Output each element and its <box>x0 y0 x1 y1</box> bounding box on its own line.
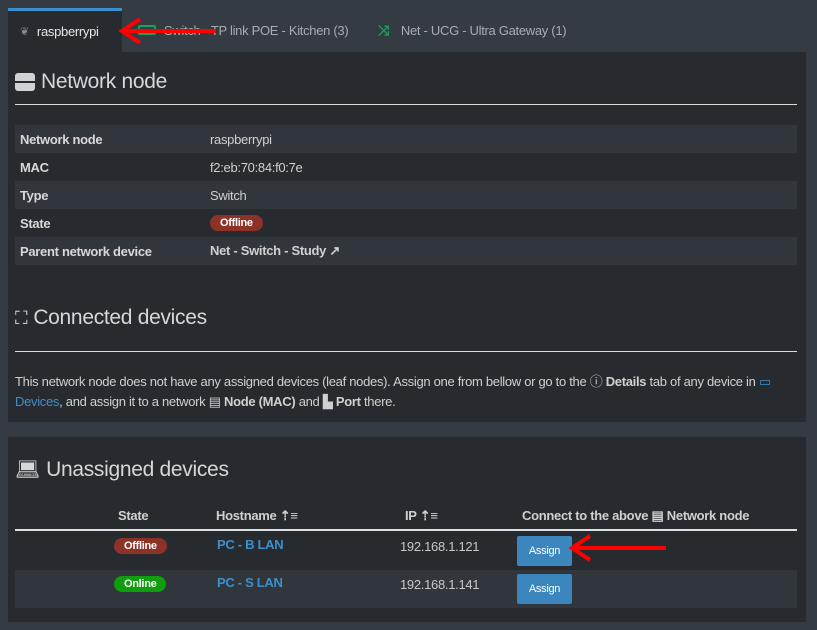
table-row: Offline PC - B LAN 192.168.1.121 Assign <box>15 532 797 570</box>
label: Network node <box>20 131 103 147</box>
label: Type <box>20 187 49 203</box>
link-text: Net - Switch - Study <box>210 243 327 258</box>
node-details-table: Network node raspberrypi MAC f2:eb:70:84:f… <box>15 125 797 265</box>
tab-raspberrypi[interactable]: ❦ raspberrypi <box>8 8 122 52</box>
ethernet-icon: ▙ <box>322 394 333 409</box>
unassigned-devices-panel: 💻︎ Unassigned devices State Hostname ⇡≡ I… <box>8 437 806 622</box>
tab-label: raspberrypi <box>36 24 99 39</box>
status-badge: Online <box>114 576 167 592</box>
switch-icon <box>138 25 156 35</box>
text: This network node does not have any assi… <box>15 374 590 389</box>
column-ip[interactable]: IP ⇡≡ <box>405 508 438 524</box>
divider <box>15 104 797 105</box>
status-badge: Offline <box>210 215 263 231</box>
label: MAC <box>20 159 49 175</box>
label: Parent network device <box>20 243 152 259</box>
header-label: IP <box>405 508 417 523</box>
network-node-panel: Network node Network node raspberrypi MAC… <box>8 52 806 422</box>
assign-button[interactable]: Assign <box>517 574 572 604</box>
header-label: Network node <box>666 508 750 523</box>
column-connect: Connect to the above ▤ Network node <box>522 508 749 524</box>
tab-bar: ❦ raspberrypi Switch - TP link POE - Kit… <box>0 0 817 52</box>
sort-icon: ⇡≡ <box>279 508 298 523</box>
server-icon <box>15 73 35 91</box>
status-badge: Offline <box>114 538 167 554</box>
column-hostname[interactable]: Hostname ⇡≡ <box>216 508 298 524</box>
tab-label: Net - UCG - Ultra Gateway (1) <box>400 22 567 38</box>
section-title: Network node <box>41 70 167 93</box>
text: there. <box>360 394 396 409</box>
raspberry-icon: ❦ <box>20 26 29 38</box>
table-row: MAC f2:eb:70:84:f0:7e <box>15 153 797 181</box>
port-label: Port <box>335 394 361 409</box>
header-label: Hostname <box>216 508 277 523</box>
mac-value: f2:eb:70:84:f0:7e <box>210 159 303 175</box>
tab-switch-kitchen[interactable]: Switch - TP link POE - Kitchen (3) <box>138 8 349 52</box>
info-icon: ⓘ <box>589 374 603 389</box>
server-icon: ▤ <box>651 508 664 523</box>
details-label: Details <box>605 374 647 389</box>
table-row: State Offline <box>15 209 797 237</box>
parent-device-link[interactable]: Net - Switch - Study ↗ <box>210 243 340 259</box>
text: and <box>295 394 323 409</box>
column-state[interactable]: State <box>118 508 149 523</box>
laptop-icon: ▭ <box>758 374 771 389</box>
server-icon: ▤ <box>208 394 221 409</box>
text: tab of any device in <box>646 374 759 389</box>
link-text: Devices <box>15 394 60 409</box>
assign-button[interactable]: Assign <box>517 536 572 566</box>
node-name-link[interactable]: raspberrypi <box>210 131 272 147</box>
label: State <box>20 215 51 231</box>
header-label: Connect to the above <box>522 508 649 523</box>
external-link-icon: ↗ <box>329 243 340 258</box>
ip-value: 192.168.1.141 <box>400 577 480 592</box>
section-title: Unassigned devices <box>46 457 229 481</box>
unassigned-devices-heading: 💻︎ Unassigned devices <box>15 457 229 482</box>
hostname-link[interactable]: PC - B LAN <box>217 537 284 552</box>
connected-devices-heading: ⛶ Connected devices <box>15 306 207 330</box>
tab-label: Switch - TP link POE - Kitchen (3) <box>164 22 349 38</box>
laptop-icon: 💻︎ <box>15 459 41 481</box>
table-row: Parent network device Net - Switch - Stud… <box>15 237 797 265</box>
text: , and assign it to a network <box>59 394 209 409</box>
divider <box>15 351 797 352</box>
network-node-heading: Network node <box>15 70 167 94</box>
shuffle-icon: ⤨ <box>378 21 389 38</box>
connected-devices-message: This network node does not have any assi… <box>15 372 800 412</box>
devices-link[interactable]: ▭ Devices <box>15 374 771 409</box>
hostname-link[interactable]: PC - S LAN <box>217 575 283 590</box>
tab-ucg-gateway[interactable]: ⤨ Net - UCG - Ultra Gateway (1) <box>378 8 567 52</box>
table-header: State Hostname ⇡≡ IP ⇡≡ Connect to the a… <box>15 501 797 531</box>
node-mac-label: Node (MAC) <box>224 394 296 409</box>
sort-icon: ⇡≡ <box>419 508 438 523</box>
section-title: Connected devices <box>33 306 207 329</box>
sitemap-icon: ⛶ <box>15 307 28 328</box>
table-row: Type Switch <box>15 181 797 209</box>
ip-value: 192.168.1.121 <box>400 539 480 554</box>
table-row: Online PC - S LAN 192.168.1.141 Assign <box>15 570 797 608</box>
type-value: Switch <box>210 187 247 203</box>
table-row: Network node raspberrypi <box>15 125 797 153</box>
